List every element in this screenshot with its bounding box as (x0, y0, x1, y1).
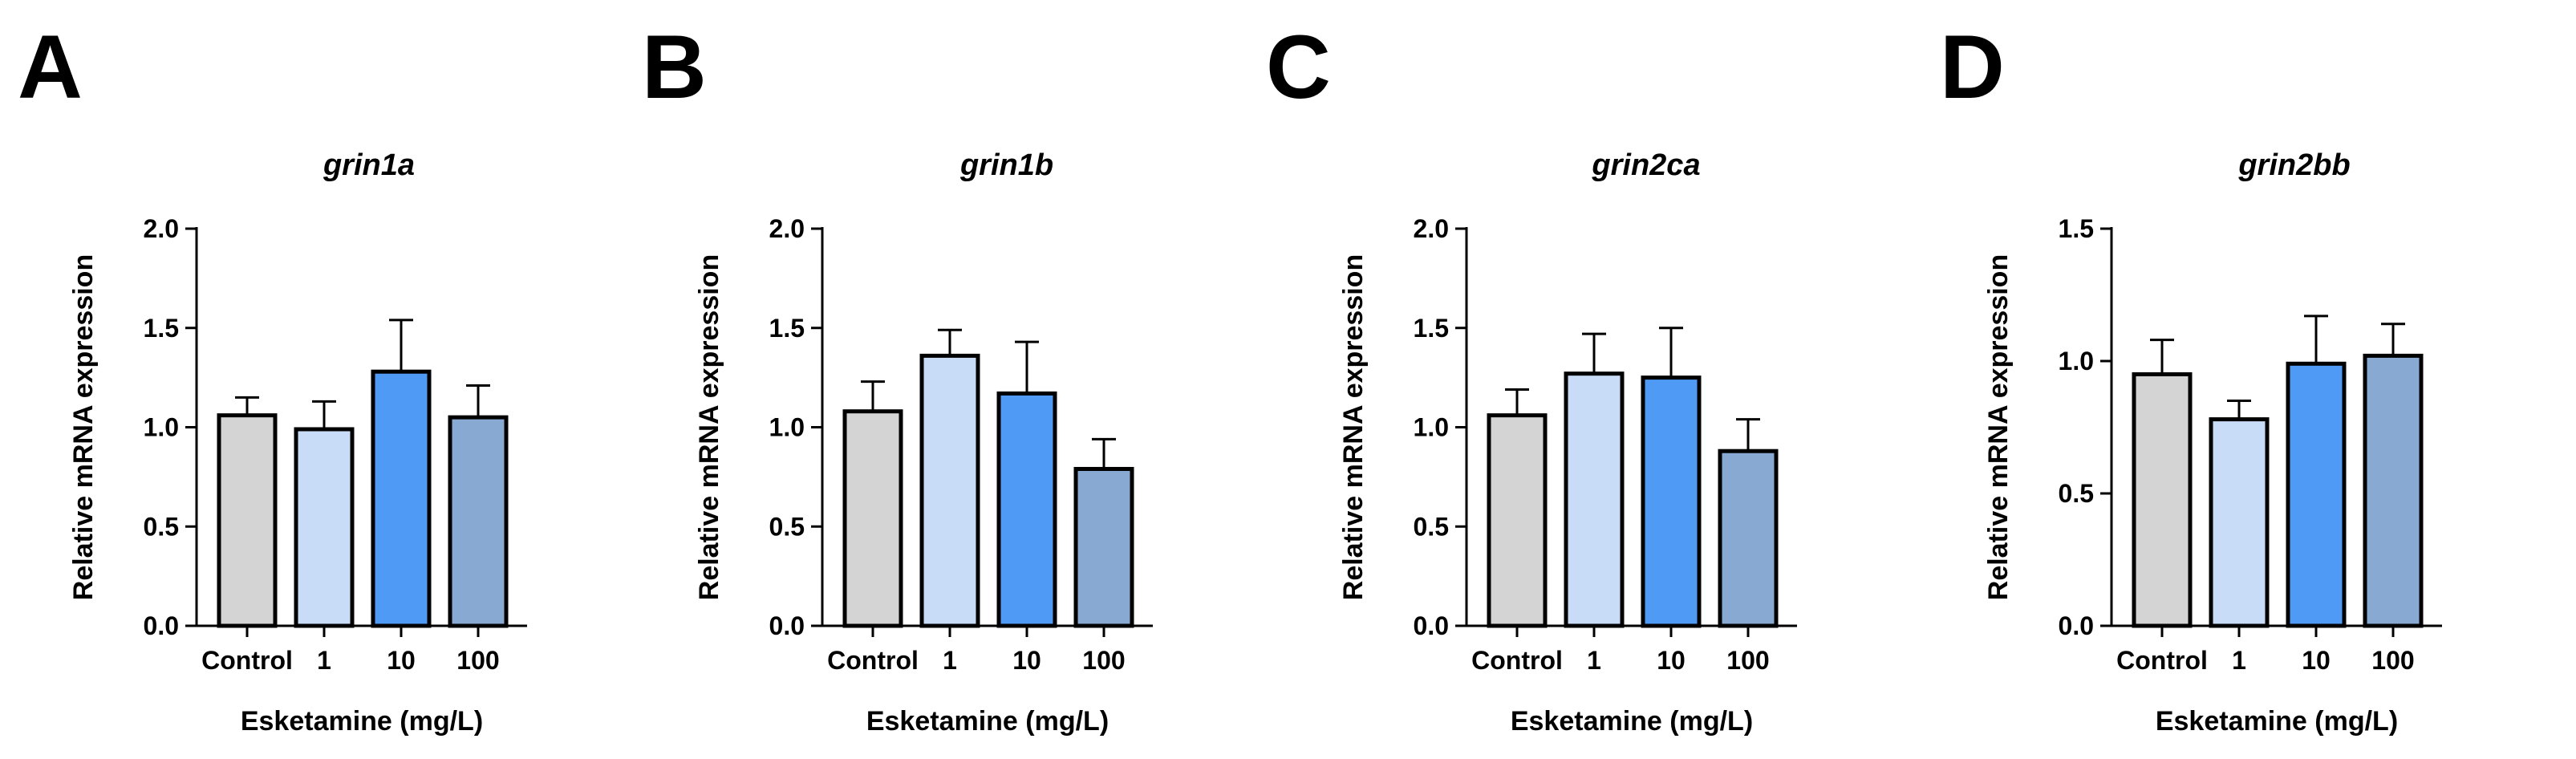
y-tick-label: 1.5 (1414, 314, 1449, 343)
bar (1641, 375, 1702, 628)
y-tick-label: 1.0 (2059, 347, 2094, 375)
x-tick-label: 10 (387, 646, 416, 675)
y-tick-label: 0.0 (144, 611, 179, 640)
x-tick-label: 10 (1657, 646, 1686, 675)
bar (1487, 413, 1548, 628)
y-tick-label: 2.0 (144, 214, 179, 243)
panel-letter: C (1266, 17, 1331, 117)
x-tick-label: Control (827, 646, 919, 675)
y-axis-title: Relative mRNA expression (68, 254, 99, 600)
y-tick-label: 0.0 (2059, 611, 2094, 640)
x-tick-label: 10 (1012, 646, 1041, 675)
bar (1718, 448, 1779, 628)
y-tick-label: 0.5 (1414, 512, 1449, 541)
panel-letter: B (642, 17, 707, 117)
y-tick-label: 2.0 (769, 214, 805, 243)
y-tick-label: 1.0 (144, 413, 179, 442)
y-tick-label: 0.5 (144, 512, 179, 541)
bar (371, 369, 432, 628)
chart-title: grin1a (323, 148, 415, 182)
bar (2286, 361, 2347, 628)
x-axis-title: Esketamine (mg/L) (241, 706, 483, 737)
x-tick-label: 1 (1587, 646, 1601, 675)
y-tick-label: 1.5 (2059, 214, 2094, 243)
panel-letter: A (18, 17, 83, 117)
y-tick-label: 0.5 (769, 512, 805, 541)
bar (2132, 372, 2193, 628)
bar (2363, 353, 2424, 628)
x-tick-label: 100 (1726, 646, 1769, 675)
bar (217, 413, 278, 628)
bar (996, 391, 1057, 628)
bar (448, 415, 509, 628)
x-tick-label: 1 (317, 646, 331, 675)
y-tick-label: 0.0 (1414, 611, 1449, 640)
x-tick-label: 100 (456, 646, 499, 675)
bar (2209, 417, 2270, 628)
y-tick-label: 1.5 (144, 314, 179, 343)
y-tick-label: 0.0 (769, 611, 805, 640)
x-tick-label: 1 (2232, 646, 2246, 675)
y-tick-label: 2.0 (1414, 214, 1449, 243)
x-tick-label: 10 (2302, 646, 2331, 675)
bar (919, 353, 980, 628)
x-tick-label: Control (201, 646, 293, 675)
chart-title: grin2ca (1591, 148, 1700, 182)
bar (842, 409, 903, 628)
x-tick-label: 1 (943, 646, 957, 675)
x-axis-title: Esketamine (mg/L) (866, 706, 1109, 737)
bar (1564, 371, 1625, 628)
y-tick-label: 1.0 (769, 413, 805, 442)
chart-title: grin1b (959, 148, 1053, 182)
x-axis-title: Esketamine (mg/L) (1511, 706, 1753, 737)
y-axis-title: Relative mRNA expression (694, 254, 724, 600)
x-tick-label: Control (1471, 646, 1563, 675)
y-axis-title: Relative mRNA expression (1338, 254, 1369, 600)
chart-title: grin2bb (2237, 148, 2350, 182)
y-tick-label: 1.0 (1414, 413, 1449, 442)
x-axis-title: Esketamine (mg/L) (2156, 706, 2398, 737)
bar (1073, 466, 1134, 628)
x-tick-label: 100 (2371, 646, 2414, 675)
y-tick-label: 1.5 (769, 314, 805, 343)
y-tick-label: 0.5 (2059, 479, 2094, 508)
x-tick-label: 100 (1082, 646, 1125, 675)
panel-letter: D (1940, 17, 2005, 117)
bar (294, 427, 355, 628)
y-axis-title: Relative mRNA expression (1983, 254, 2014, 600)
x-tick-label: Control (2116, 646, 2208, 675)
